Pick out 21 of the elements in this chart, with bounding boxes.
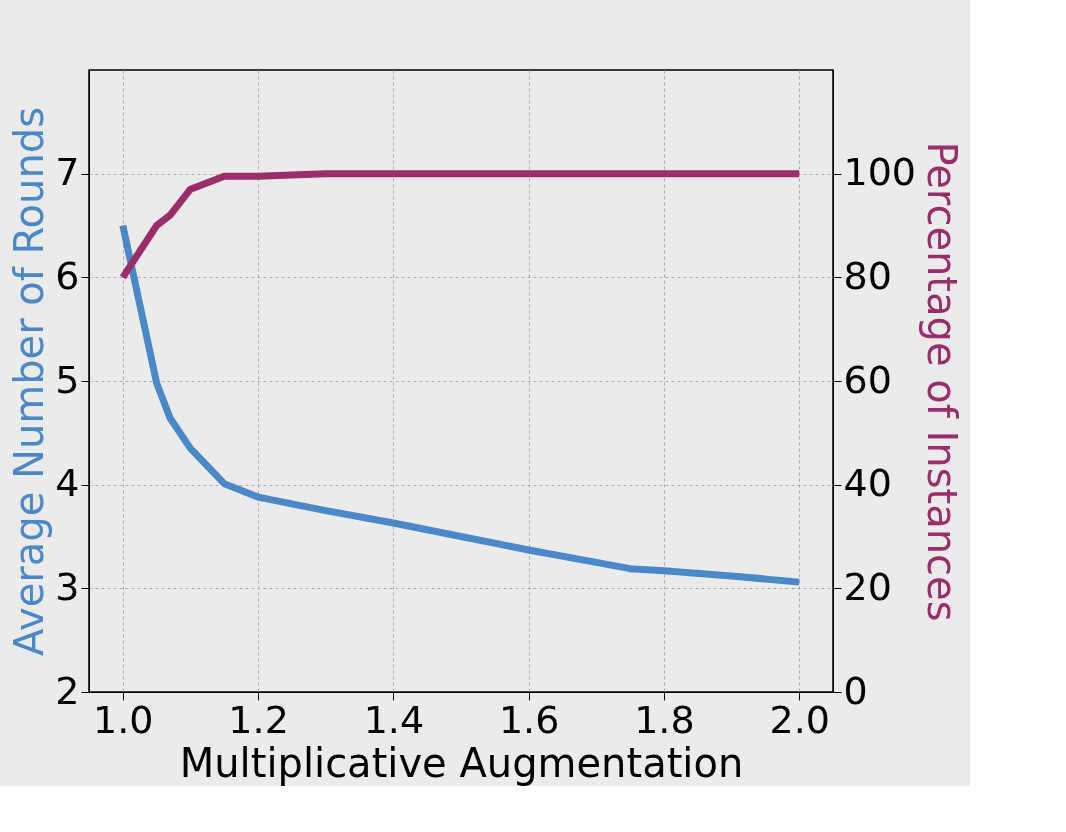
y2-axis-title: Percentage of Instances [919,141,966,622]
y2-tick-label: 80 [843,253,892,298]
y-axis-title: Average Number of Rounds [6,106,53,657]
x-axis-title: Multiplicative Augmentation [179,739,744,786]
y-tick-label: 3 [55,564,80,609]
y-tick-label: 6 [55,253,80,298]
y-tick-label: 7 [55,150,80,195]
x-tick-label: 1.4 [363,697,425,742]
y2-tick-label: 100 [843,150,917,195]
y-tick-label: 5 [55,357,80,402]
x-tick-label: 1.8 [634,697,695,742]
x-tick-label: 1.6 [498,697,560,742]
y2-tick-label: 0 [843,668,868,713]
x-tick-label: 1.2 [228,697,289,742]
x-tick-label: 1.0 [93,697,154,742]
y-tick-label: 2 [55,668,80,713]
x-tick-label: 2.0 [769,697,830,742]
y2-tick-label: 40 [843,461,892,506]
y-tick-label: 4 [55,461,80,506]
y2-tick-label: 60 [843,357,892,402]
y2-tick-label: 20 [843,564,892,609]
